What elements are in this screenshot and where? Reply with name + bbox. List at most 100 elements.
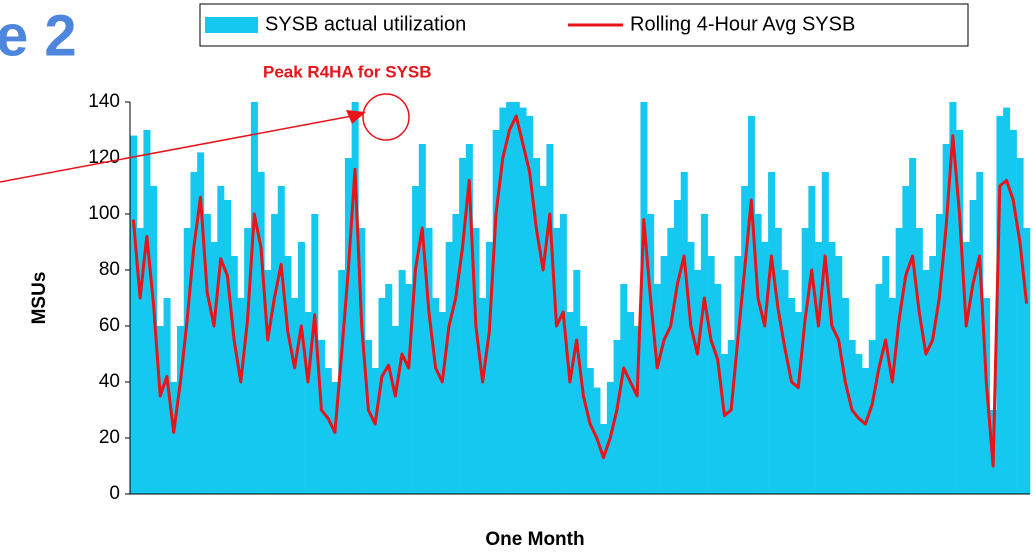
bar: [721, 354, 729, 494]
bar: [338, 270, 346, 494]
bar: [163, 298, 171, 494]
bar: [815, 242, 823, 494]
bar: [875, 284, 883, 494]
bar: [445, 242, 453, 494]
bar: [647, 214, 655, 494]
bar: [311, 214, 319, 494]
bar: [130, 135, 138, 494]
bar: [848, 340, 856, 494]
bar: [237, 298, 245, 494]
bar: [532, 158, 541, 494]
x-axis-label: One Month: [485, 529, 584, 550]
bar: [398, 270, 406, 494]
bar: [768, 172, 776, 494]
bar: [942, 144, 950, 494]
bar: [835, 256, 843, 494]
bar: [385, 284, 393, 494]
bar: [546, 144, 554, 494]
bar: [687, 242, 695, 494]
bar: [425, 228, 433, 494]
bar: [344, 158, 352, 494]
bar: [781, 270, 789, 494]
bar: [512, 102, 520, 494]
bar: [264, 270, 272, 494]
bar: [351, 102, 359, 494]
bar: [627, 312, 635, 494]
bar: [472, 228, 480, 494]
bar: [244, 228, 252, 494]
bar: [613, 340, 621, 494]
bar: [976, 172, 984, 494]
y-tick-label: 0: [109, 483, 120, 504]
bar: [727, 340, 735, 494]
bar: [412, 186, 420, 494]
bar: [808, 186, 816, 494]
bar: [177, 326, 185, 494]
bar: [640, 102, 648, 494]
bar: [935, 214, 943, 494]
bar: [297, 242, 305, 494]
annotation-arrow: [0, 115, 353, 183]
bar: [405, 284, 413, 494]
y-tick-label: 120: [88, 147, 120, 168]
bar: [291, 298, 299, 494]
legend-swatch: [205, 17, 258, 33]
bar: [801, 228, 809, 494]
bar: [996, 116, 1004, 494]
bar: [418, 144, 426, 494]
bar: [714, 284, 722, 494]
bar: [506, 102, 514, 494]
bar: [230, 256, 238, 494]
bar: [136, 228, 144, 494]
bar: [432, 298, 440, 494]
bar: [566, 312, 574, 494]
bar: [788, 298, 796, 494]
legend-label: Rolling 4-Hour Avg SYSB: [630, 13, 855, 35]
bar: [573, 270, 581, 494]
bar: [358, 228, 366, 494]
bar: [485, 242, 493, 494]
bar: [633, 326, 641, 494]
y-tick-label: 60: [99, 315, 120, 336]
bar: [962, 242, 970, 494]
bar: [284, 256, 292, 494]
bar: [371, 368, 379, 494]
bar: [277, 186, 285, 494]
bar: [915, 228, 923, 494]
bar: [150, 186, 158, 494]
bar: [660, 256, 668, 494]
bar: [271, 214, 279, 494]
bar: [902, 186, 910, 494]
bar: [365, 340, 373, 494]
bar: [821, 172, 829, 494]
y-axis-label: MSUs: [29, 272, 50, 325]
bar: [1003, 107, 1011, 494]
bar: [674, 200, 682, 494]
bar: [438, 312, 446, 494]
bar: [210, 242, 218, 494]
bar: [747, 116, 755, 494]
bar: [586, 368, 594, 494]
bar: [855, 354, 863, 494]
annotation-arrowhead: [346, 110, 366, 124]
annotation-circle: [362, 93, 410, 141]
bar: [526, 116, 534, 494]
bar: [170, 382, 178, 494]
chart-title: e 2: [0, 3, 77, 68]
bar: [203, 214, 211, 494]
bar: [1023, 228, 1031, 494]
bar: [761, 242, 769, 494]
bar: [794, 312, 802, 494]
bar: [741, 186, 749, 494]
bar: [895, 228, 903, 494]
bar: [882, 256, 890, 494]
bar: [620, 284, 628, 494]
bar: [774, 228, 782, 494]
bar: [929, 256, 937, 494]
bar: [888, 298, 896, 494]
bar: [459, 158, 467, 494]
bar: [492, 130, 500, 494]
bar: [841, 298, 849, 494]
bar: [707, 256, 715, 494]
line: [131, 114, 1029, 468]
